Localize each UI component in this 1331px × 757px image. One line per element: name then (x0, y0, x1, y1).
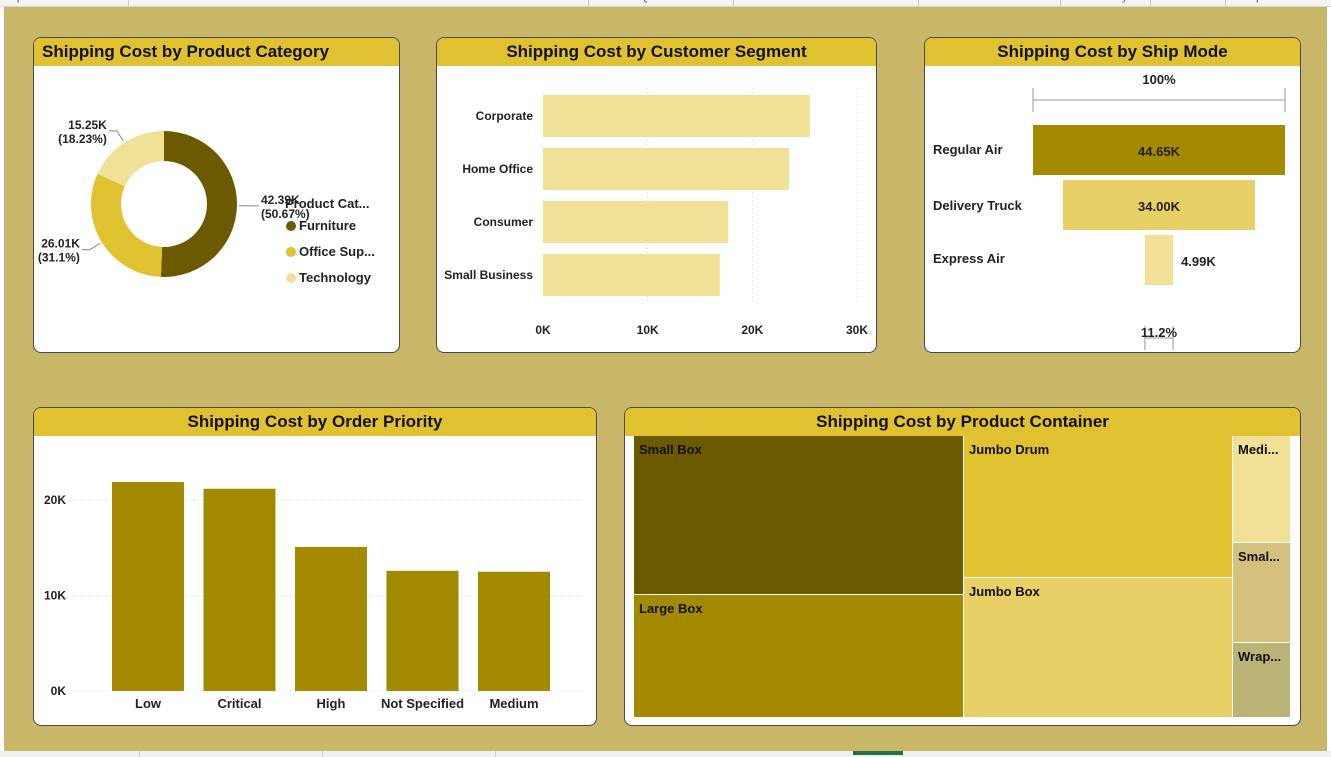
priority-y-tick-0: 0K (51, 684, 67, 698)
treemap-tile-2[interactable]: Jumbo Drum (964, 436, 1232, 577)
segment-x-tick-1: 10K (637, 323, 659, 337)
donut-slice-0[interactable] (160, 131, 238, 277)
container-treemap: Small Box Large Box Jumbo Drum Jumbo Box Med… (625, 436, 1300, 725)
ribbon-group-calculations[interactable]: Calculations (956, 0, 1016, 3)
segment-x-tick-0: 0K (535, 323, 551, 337)
treemap-tile-label-5: Smal... (1238, 549, 1280, 564)
segment-category-label-2: Consumer (474, 215, 534, 229)
donut-value-label-0: 42.39K (261, 193, 300, 207)
treemap-tile-label-0: Small Box (639, 442, 702, 457)
segment-category-label-0: Corporate (476, 109, 534, 123)
ribbon-group-insert[interactable]: Insert (810, 0, 838, 3)
donut-percent-label-0: (50.67%) (261, 207, 310, 221)
segment-bar-2[interactable] (543, 201, 729, 243)
priority-y-tick-1: 10K (44, 589, 66, 603)
ribbon-group-copilot[interactable]: Copilot (1242, 0, 1276, 3)
funnel-category-label-0: Regular Air (933, 142, 1003, 157)
ribbon-group-clipboard[interactable]: Clipboard (4, 0, 51, 3)
priority-y-tick-2: 20K (44, 493, 66, 507)
funnel-category-label-2: Express Air (933, 251, 1005, 266)
treemap-tile-1[interactable]: Large Box (634, 595, 963, 717)
donut-slice-2[interactable] (97, 131, 164, 187)
segment-x-tick-2: 20K (741, 323, 763, 337)
treemap-tile-0[interactable]: Small Box (634, 436, 963, 594)
funnel-value-label-1: 34.00K (1138, 199, 1181, 214)
priority-chart-card[interactable]: Shipping Cost by Order Priority 0K 10K 20K… (33, 407, 597, 726)
segment-bar-3[interactable] (543, 254, 720, 296)
ribbon-group-sensitivity[interactable]: Sensitivity (1078, 0, 1128, 3)
container-chart-title: Shipping Cost by Product Container (625, 408, 1300, 436)
shipmode-chart-title: Shipping Cost by Ship Mode (925, 38, 1300, 66)
ribbon-group-share[interactable]: Share (1172, 0, 1201, 3)
funnel-bar-2[interactable] (1144, 235, 1174, 285)
legend-item-2[interactable]: Technology (299, 270, 372, 285)
priority-category-label-3: Not Specified (381, 696, 464, 711)
legend-marker-1[interactable] (286, 247, 296, 257)
segment-category-label-3: Small Business (444, 268, 533, 282)
treemap-tile-label-3: Jumbo Box (969, 584, 1040, 599)
legend-marker-0[interactable] (286, 221, 296, 231)
shipmode-funnel-chart: 100% Regular Air 44.65K Delivery Truck 34.00… (933, 72, 1286, 350)
priority-category-label-1: Critical (217, 696, 261, 711)
donut-value-label-1: 26.01K (41, 237, 80, 251)
category-chart-title: Shipping Cost by Product Category (34, 38, 399, 66)
funnel-bar-1[interactable] (1063, 180, 1255, 230)
treemap-tile-5[interactable]: Smal... (1233, 543, 1290, 642)
legend-title: Product Cat... (285, 196, 370, 211)
category-donut-chart: 42.39K(50.67%) 26.01K(31.1%) 15.25K(18.23%… (38, 118, 375, 285)
priority-bar-chart: 0K 10K 20K Low Critical High Not Specified Medi… (44, 482, 586, 711)
priority-category-label-0: Low (135, 696, 162, 711)
donut-leader-1 (81, 242, 101, 251)
ribbon-group-queries[interactable]: Queries (640, 0, 679, 3)
treemap-tile-3[interactable]: Jumbo Box (964, 578, 1232, 717)
segment-bar-chart: 0K 10K 20K 30K Corporate Home Office Consumer S… (444, 88, 868, 337)
segment-bar-1[interactable] (543, 148, 789, 190)
funnel-bottom-percent: 11.2% (1141, 325, 1178, 340)
shipmode-chart-card[interactable]: Shipping Cost by Ship Mode 100% Regular A… (924, 37, 1301, 353)
container-chart-card[interactable]: Shipping Cost by Product Container Small… (624, 407, 1301, 726)
donut-value-label-2: 15.25K (68, 118, 107, 132)
priority-category-label-2: High (317, 696, 346, 711)
priority-bar-4[interactable] (478, 571, 550, 691)
treemap-tile-label-1: Large Box (639, 601, 703, 616)
ribbon-strip: Clipboard Data Queries Insert Calculatio… (0, 0, 1331, 7)
funnel-bar-0[interactable] (1033, 125, 1285, 175)
priority-bar-2[interactable] (295, 546, 367, 691)
priority-chart-title: Shipping Cost by Order Priority (34, 408, 596, 436)
legend-item-1[interactable]: Office Sup... (299, 244, 375, 259)
active-page-tab[interactable] (853, 751, 903, 755)
priority-bar-0[interactable] (112, 482, 184, 691)
treemap-tile-4[interactable]: Medi... (1233, 436, 1290, 542)
treemap-tile-6[interactable]: Wrap... (1233, 643, 1290, 717)
sheet-tab-strip (0, 751, 1331, 757)
priority-bar-1[interactable] (203, 488, 276, 691)
legend-marker-2[interactable] (286, 273, 296, 283)
priority-category-label-4: Medium (489, 696, 538, 711)
ribbon-group-data[interactable]: Data (346, 0, 369, 3)
treemap-tile-label-2: Jumbo Drum (969, 442, 1050, 457)
segment-chart-card[interactable]: Shipping Cost by Customer Segment 0K 10K 2… (436, 37, 877, 353)
treemap-tile-label-4: Medi... (1238, 442, 1279, 457)
segment-x-tick-3: 30K (846, 323, 868, 337)
donut-leader-2 (108, 130, 124, 142)
donut-percent-label-1: (31.1%) (38, 251, 80, 265)
donut-slice-1[interactable] (91, 173, 163, 277)
priority-bar-3[interactable] (386, 570, 459, 691)
funnel-top-percent: 100% (1142, 72, 1176, 87)
segment-category-label-1: Home Office (462, 162, 533, 176)
funnel-value-label-0: 44.65K (1138, 144, 1181, 159)
donut-percent-label-2: (18.23%) (58, 132, 107, 146)
category-chart-card[interactable]: Shipping Cost by Product Category 42.39K… (33, 37, 400, 353)
segment-chart-title: Shipping Cost by Customer Segment (437, 38, 876, 66)
funnel-value-label-2: 4.99K (1181, 254, 1216, 269)
segment-bar-0[interactable] (543, 95, 810, 137)
treemap-tile-label-6: Wrap... (1238, 649, 1282, 664)
funnel-category-label-1: Delivery Truck (933, 198, 1023, 213)
legend-item-0[interactable]: Furniture (299, 218, 356, 233)
